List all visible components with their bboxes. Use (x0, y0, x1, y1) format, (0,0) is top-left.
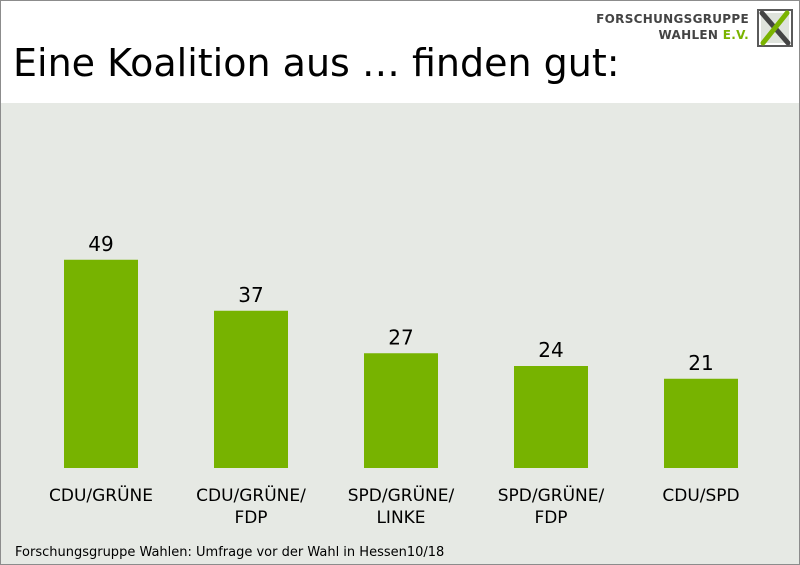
bar-chart: 49 CDU/GRÜNE 37 CDU/GRÜNE/FDP 27 SPD/GRÜNE/LI… (49, 232, 740, 528)
category-label-0-0: CDU/GRÜNE (49, 484, 153, 506)
category-label-1-0: CDU/GRÜNE/ (196, 484, 306, 506)
source-note: Forschungsgruppe Wahlen: Umfrage vor der… (15, 545, 445, 560)
ballot-cross-icon (757, 9, 793, 47)
logo: FORSCHUNGSGRUPPE WAHLEN E.V. (596, 9, 793, 47)
bar-3 (514, 366, 588, 468)
bar-value-label-2: 27 (388, 325, 413, 349)
logo-line-2-a: WAHLEN (658, 28, 723, 42)
bar-value-label-1: 37 (238, 283, 263, 307)
category-label-2-0: SPD/GRÜNE/ (348, 484, 455, 506)
category-label-4-0: CDU/SPD (662, 486, 739, 506)
bar-0 (64, 259, 138, 468)
category-label-2-1: LINKE (376, 508, 425, 528)
bar-value-label-3: 24 (538, 338, 563, 362)
logo-line-2: WAHLEN E.V. (596, 27, 749, 43)
logo-line-2-b: E.V. (722, 28, 749, 42)
bar-1 (214, 310, 288, 468)
bar-value-label-0: 49 (88, 232, 113, 256)
page-title: Eine Koalition aus … finden gut: (13, 41, 620, 85)
logo-line-1: FORSCHUNGSGRUPPE (596, 12, 749, 26)
category-label-3-1: FDP (534, 508, 567, 528)
logo-text: FORSCHUNGSGRUPPE WAHLEN E.V. (596, 11, 749, 43)
category-label-1-1: FDP (234, 508, 267, 528)
bar-value-label-4: 21 (688, 351, 713, 375)
bar-4 (664, 378, 738, 468)
bar-2 (364, 353, 438, 468)
category-label-3-0: SPD/GRÜNE/ (498, 484, 605, 506)
chart-panel: 49 CDU/GRÜNE 37 CDU/GRÜNE/FDP 27 SPD/GRÜNE/LI… (1, 103, 799, 564)
